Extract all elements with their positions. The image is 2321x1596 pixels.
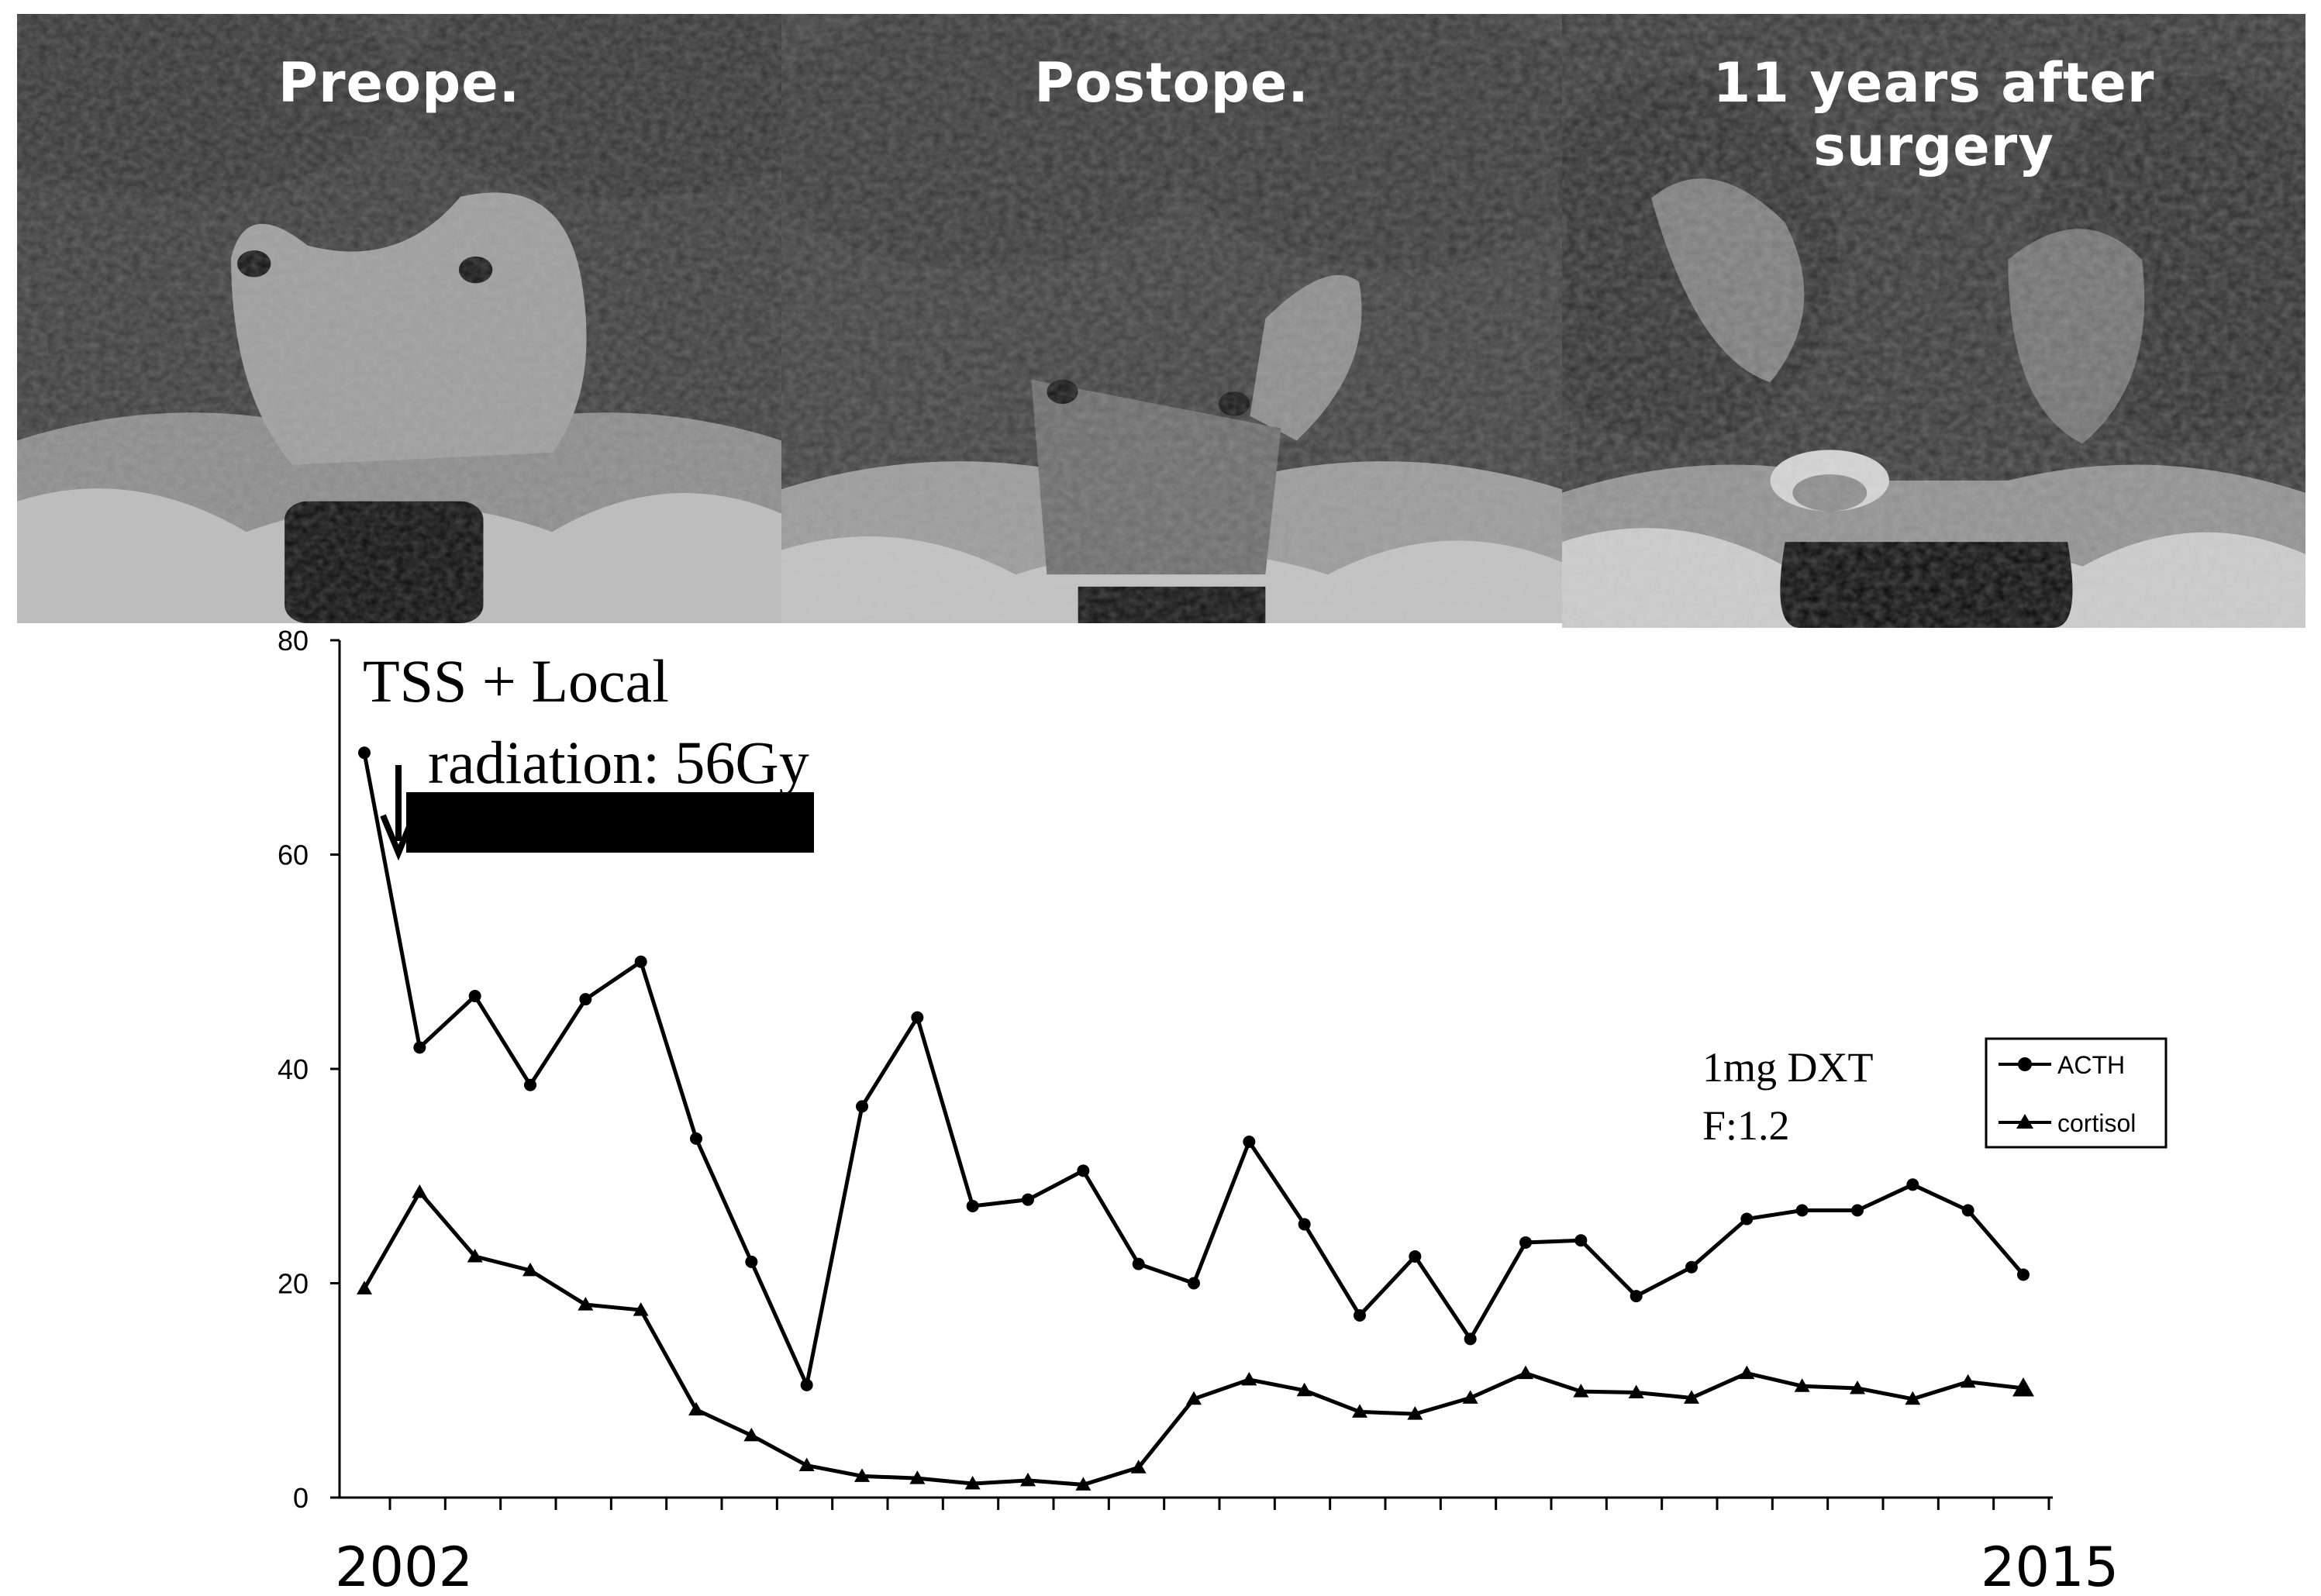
y-tick-label: 20: [278, 1268, 309, 1300]
chart-axes: 0 20 40 60 80: [278, 625, 2053, 1514]
chart-legend: ACTH cortisol: [1985, 1037, 2168, 1149]
y-tick-label: 80: [278, 625, 309, 657]
legend-cortisol-label: cortisol: [2057, 1109, 2136, 1137]
acth-point: [1906, 1178, 1919, 1191]
panel-label-11yr: 11 years after surgery: [1712, 51, 2155, 178]
cortisol-point: [1020, 1472, 1036, 1487]
mri-image-preop: [17, 14, 781, 623]
mri-panel-postop: Postope.: [781, 14, 1562, 623]
cortisol-point: [743, 1427, 760, 1442]
cortisol-point: [1075, 1477, 1092, 1491]
cortisol-point: [578, 1297, 594, 1311]
acth-point: [634, 955, 647, 968]
acth-point: [690, 1132, 702, 1145]
cortisol-point: [522, 1262, 538, 1277]
mri-panel-preop: Preope.: [17, 14, 781, 623]
acth-point: [1188, 1277, 1200, 1290]
legend-cortisol-triangle-icon: [2016, 1114, 2033, 1129]
cortisol-point: [1684, 1390, 1699, 1404]
acth-point: [911, 1011, 924, 1024]
dxt-label-line1: 1mg DXT: [1702, 1044, 1873, 1091]
cortisol-point: [1628, 1384, 1644, 1399]
acth-point: [1298, 1218, 1311, 1231]
acth-point: [579, 993, 592, 1006]
acth-point: [1464, 1332, 1477, 1346]
acth-point: [1519, 1236, 1532, 1249]
acth-point: [1132, 1257, 1145, 1270]
cortisol-point: [1794, 1378, 1810, 1392]
cortisol-point: [1850, 1380, 1865, 1394]
cortisol-point: [1130, 1460, 1147, 1474]
treatment-label-line1: TSS + Local: [363, 647, 669, 715]
x-label-start: 2002: [335, 1536, 473, 1596]
cortisol-point: [1407, 1406, 1423, 1420]
acth-point: [966, 1199, 979, 1212]
legend-acth-circle-icon: [2018, 1057, 2032, 1071]
acth-point: [800, 1378, 813, 1391]
cortisol-point: [1573, 1384, 1589, 1398]
treatment-label-line2: radiation: 56Gy: [428, 729, 809, 796]
panel-label-preop: Preope.: [278, 51, 521, 115]
cortisol-point: [1352, 1404, 1367, 1418]
y-tick-label: 60: [278, 839, 309, 871]
acth-point: [413, 1041, 426, 1054]
acth-point: [1022, 1193, 1034, 1206]
y-tick-label: 0: [293, 1482, 309, 1514]
acth-point: [1685, 1260, 1698, 1274]
cortisol-point: [854, 1468, 870, 1482]
acth-point: [1077, 1164, 1090, 1177]
cortisol-point: [2012, 1377, 2034, 1397]
acth-point: [2017, 1268, 2030, 1281]
series-line-cortisol: [362, 1188, 2024, 1487]
cortisol-point: [1960, 1374, 1976, 1388]
acth-point: [1243, 1136, 1256, 1149]
cortisol-point: [1186, 1391, 1202, 1405]
cortisol-point: [798, 1457, 815, 1472]
acth-point: [745, 1255, 758, 1268]
cortisol-point: [412, 1184, 428, 1198]
series-markers: [357, 746, 2034, 1491]
acth-point: [1409, 1250, 1422, 1263]
cortisol-point: [1462, 1390, 1478, 1404]
cortisol-point: [1905, 1391, 1921, 1405]
cortisol-point: [1739, 1365, 1755, 1380]
acth-point: [1630, 1290, 1643, 1303]
cortisol-point: [1241, 1371, 1257, 1386]
mri-image-11yr: [1562, 14, 2305, 628]
acth-point: [468, 989, 481, 1002]
acth-point: [1740, 1212, 1754, 1225]
mri-panel-11yr: 11 years after surgery: [1562, 14, 2305, 628]
acth-point: [524, 1078, 536, 1091]
x-label-end: 2015: [1981, 1536, 2119, 1596]
acth-point: [1961, 1204, 1974, 1217]
acth-point: [1795, 1204, 1809, 1217]
cortisol-point: [909, 1470, 926, 1484]
cortisol-point: [1518, 1365, 1533, 1380]
treatment-arrow-icon: [380, 765, 417, 861]
mri-image-postop: [781, 14, 1562, 623]
cortisol-point: [964, 1476, 981, 1490]
legend-acth-label: ACTH: [2057, 1051, 2125, 1079]
cortisol-point: [633, 1302, 649, 1316]
cortisol-point: [357, 1281, 372, 1294]
acth-point: [1574, 1234, 1588, 1247]
dxt-label-line2: F:1.2: [1702, 1102, 1790, 1149]
acth-point: [1354, 1308, 1366, 1322]
cortisol-point: [467, 1248, 483, 1263]
cortisol-point: [688, 1401, 704, 1416]
cortisol-point: [1296, 1382, 1312, 1397]
panel-label-postop: Postope.: [1034, 51, 1309, 115]
acth-point: [856, 1100, 868, 1113]
y-tick-label: 40: [278, 1053, 309, 1085]
radiation-period-bar: [406, 792, 814, 853]
acth-point: [1851, 1204, 1864, 1217]
acth-point: [358, 746, 371, 760]
